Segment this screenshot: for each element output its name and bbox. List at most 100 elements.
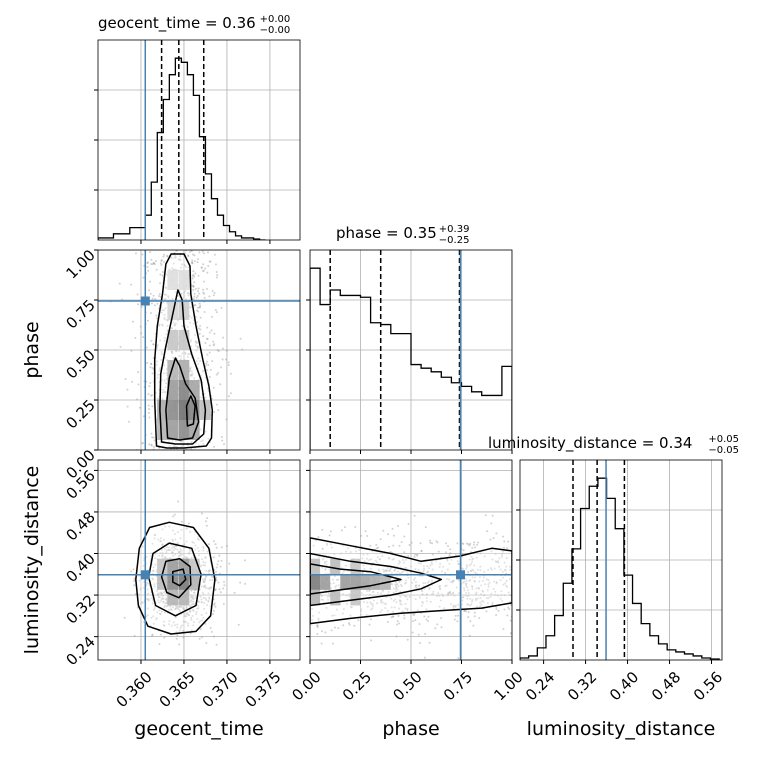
contour-level-3 — [160, 557, 192, 599]
density-cell — [330, 558, 341, 575]
panel-plot-area — [520, 460, 722, 660]
contour-level-3 — [165, 357, 200, 441]
x-tick-label: 0.360 — [113, 668, 156, 711]
density-cell — [178, 380, 190, 400]
density-cell — [310, 574, 321, 590]
contour-level-1 — [310, 537, 512, 625]
density-cell — [310, 589, 321, 606]
title-geocent_time: geocent_time = 0.36 — [98, 14, 256, 33]
panel-geocent_time-vs-luminosity_distance — [97, 459, 301, 661]
density-cell — [188, 574, 200, 590]
title-lower-error: −0.25 — [439, 235, 470, 246]
x-tick-label: 0.50 — [389, 668, 425, 704]
panel-border — [97, 459, 301, 661]
density-cell — [320, 574, 331, 590]
contour-level-1 — [153, 253, 214, 449]
x-tick-label: 0.48 — [648, 668, 684, 704]
density-cell — [167, 589, 179, 606]
x-axis-label-phase: phase — [382, 718, 439, 740]
density-cell — [350, 589, 361, 606]
x-tick-label: 0.32 — [564, 668, 600, 704]
contour-level-3 — [310, 563, 402, 595]
panel-phase — [306, 249, 513, 451]
panel-plot-area — [98, 460, 300, 660]
panel-geocent_time — [94, 39, 301, 241]
x-tick-label: 0.25 — [339, 668, 375, 704]
density-cell — [178, 270, 190, 290]
density-cell — [330, 589, 341, 606]
panel-geocent_time-vs-phase — [97, 249, 301, 451]
title-upper-error: +0.39 — [439, 224, 470, 235]
panel-plot-area — [310, 250, 512, 450]
panel-plot-area — [310, 460, 512, 660]
y-tick-label: 0.40 — [62, 550, 98, 586]
panel-plot-area — [98, 40, 300, 240]
contour-level-2 — [159, 289, 207, 445]
y-tick-label: 0.25 — [62, 396, 98, 432]
panel-luminosity_distance — [516, 459, 723, 661]
x-axis-label-geocent_time: geocent_time — [134, 718, 263, 740]
truth-marker — [140, 296, 150, 306]
title-upper-error: +0.00 — [260, 14, 291, 25]
density-cell — [157, 400, 168, 420]
truth-marker — [140, 570, 150, 580]
panel-phase-vs-luminosity_distance — [309, 459, 513, 661]
density-cell — [188, 380, 200, 400]
y-tick-label: 0.24 — [62, 633, 98, 669]
density-cell — [167, 300, 179, 320]
density-cell — [157, 558, 168, 575]
y-tick-label: 0.48 — [62, 508, 98, 544]
histogram-geocent_time — [98, 57, 266, 240]
title-value: geocent_time = 0.36 — [98, 14, 256, 33]
histogram-phase — [310, 267, 512, 450]
x-tick-label: 1.00 — [490, 668, 526, 704]
density-cell — [360, 574, 371, 590]
title-upper-error: +0.05 — [708, 434, 739, 445]
density-cell — [167, 400, 179, 420]
density-cell — [178, 558, 190, 575]
density-cell — [350, 558, 361, 575]
density-cell — [188, 558, 200, 575]
histogram-luminosity_distance — [520, 477, 720, 660]
y-tick-label: 1.00 — [62, 246, 98, 282]
x-tick-label: 0.40 — [606, 668, 642, 704]
title-phase: phase = 0.35 — [336, 224, 437, 242]
density-cell — [370, 574, 381, 590]
title-luminosity_distance: luminosity_distance = 0.34 — [488, 434, 692, 453]
contour-level-2 — [310, 552, 443, 607]
density-cell — [167, 360, 179, 380]
y-tick-label: 0.75 — [62, 296, 98, 332]
title-value: luminosity_distance = 0.34 — [488, 434, 692, 453]
density-cell — [310, 558, 321, 575]
x-tick-label: 0.365 — [156, 668, 199, 711]
density-cell — [167, 270, 179, 290]
density-cell — [167, 420, 179, 440]
x-tick-label: 0.00 — [288, 668, 324, 704]
panel-plot-area — [98, 250, 300, 450]
density-cell — [167, 380, 179, 400]
y-axis-label-phase: phase — [21, 321, 43, 378]
density-cell — [178, 360, 190, 380]
density-cell — [167, 330, 179, 350]
density-cell — [167, 558, 179, 575]
x-tick-label: 0.56 — [690, 668, 726, 704]
density-cell — [178, 300, 190, 320]
density-cell — [178, 330, 190, 350]
density-cell — [178, 420, 190, 440]
y-axis-label-luminosity_distance: luminosity_distance — [21, 466, 43, 655]
density-cell — [157, 574, 168, 590]
title-lower-error: −0.00 — [260, 25, 291, 36]
y-tick-label: 0.50 — [62, 346, 98, 382]
x-tick-label: 0.375 — [242, 668, 285, 711]
density-cell — [340, 574, 351, 590]
density-cell — [178, 400, 190, 420]
density-cell — [188, 420, 200, 440]
density-cell — [350, 574, 361, 590]
x-tick-label: 0.370 — [199, 668, 242, 711]
x-tick-label: 0.75 — [440, 668, 476, 704]
density-cell — [157, 420, 168, 440]
contour-level-4 — [185, 395, 196, 427]
title-lower-error: −0.05 — [708, 445, 739, 456]
x-axis-label-luminosity_distance: luminosity_distance — [527, 718, 716, 740]
